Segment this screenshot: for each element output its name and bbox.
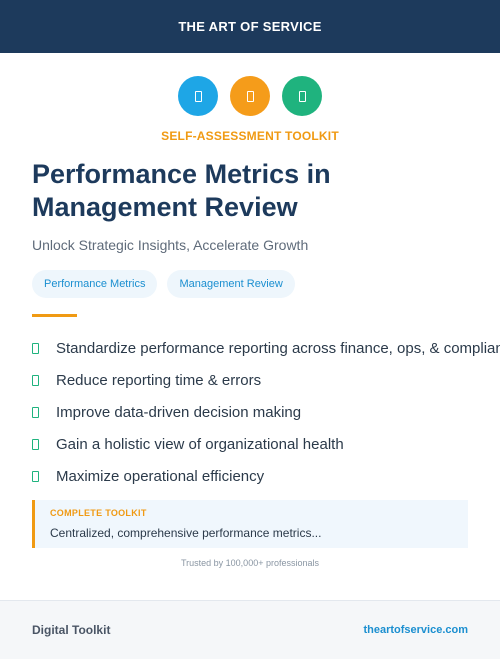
check-icon xyxy=(32,470,39,482)
brand-name: THE ART OF SERVICE xyxy=(178,19,322,34)
footer: Digital Toolkit theartofservice.com xyxy=(0,600,500,659)
benefit-text: Maximize operational efficiency xyxy=(56,467,265,485)
benefit-list: Standardize performance reporting across… xyxy=(32,332,500,492)
trusted-note: Trusted by 100,000+ professionals xyxy=(180,558,319,568)
check-icon xyxy=(32,374,39,386)
benefit-text: Reduce reporting time & errors xyxy=(56,371,262,389)
footer-label: Digital Toolkit xyxy=(32,623,111,637)
benefit-text: Improve data-driven decision making xyxy=(56,403,302,421)
eyebrow-label: SELF-ASSESSMENT TOOLKIT xyxy=(161,129,339,143)
callout-label: COMPLETE TOOLKIT xyxy=(50,508,147,518)
footer-link[interactable]: theartofservice.com xyxy=(363,624,468,636)
list-item: Gain a holistic view of organizational h… xyxy=(32,428,500,460)
top-banner: THE ART OF SERVICE xyxy=(0,0,500,53)
toolkit-callout: COMPLETE TOOLKIT Centralized, comprehens… xyxy=(32,500,468,548)
document-icon xyxy=(282,76,322,116)
check-icon xyxy=(32,342,39,354)
list-item: Improve data-driven decision making xyxy=(32,396,500,428)
document-icon xyxy=(178,76,218,116)
subtitle: Unlock Strategic Insights, Accelerate Gr… xyxy=(32,237,309,253)
tag-list: Performance Metrics Management Review xyxy=(32,270,295,298)
list-item: Reduce reporting time & errors xyxy=(32,364,500,396)
tag-performance-metrics[interactable]: Performance Metrics xyxy=(32,270,158,298)
page-title: Performance Metrics in Management Review xyxy=(32,159,331,222)
accent-divider xyxy=(32,314,77,317)
list-item: Maximize operational efficiency xyxy=(32,460,500,492)
callout-body: Centralized, comprehensive performance m… xyxy=(50,526,322,540)
document-icon xyxy=(230,76,270,116)
benefit-text: Gain a holistic view of organizational h… xyxy=(56,435,344,453)
check-icon xyxy=(32,406,39,418)
list-item: Standardize performance reporting across… xyxy=(32,332,500,364)
check-icon xyxy=(32,438,39,450)
icon-row xyxy=(0,76,500,116)
tag-management-review[interactable]: Management Review xyxy=(167,270,295,298)
benefit-text: Standardize performance reporting across… xyxy=(56,339,500,357)
